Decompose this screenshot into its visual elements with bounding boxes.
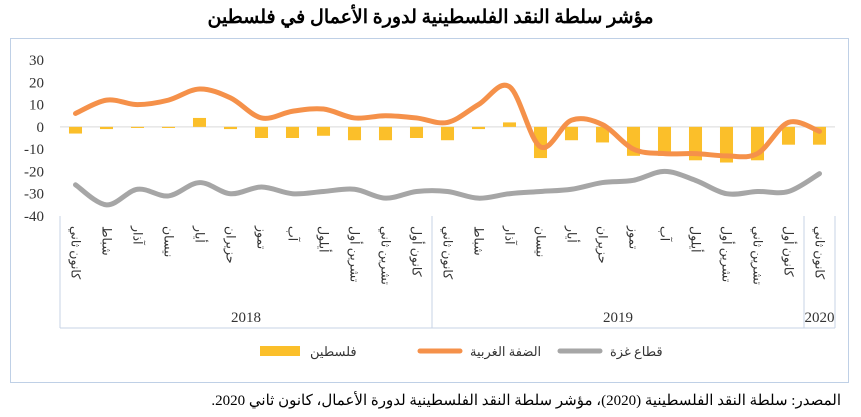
x-tick-label: كانون أول <box>781 226 798 278</box>
x-tick-label: أيلول <box>688 226 705 253</box>
y-tick-label: -20 <box>24 164 44 180</box>
x-tick-label: أيار <box>192 225 209 243</box>
x-tick-label: تشرين ثاني <box>378 226 393 285</box>
x-tick-label: أيار <box>564 225 581 243</box>
x-tick-label: تشرين أول <box>347 226 364 283</box>
legend-label: الضفة الغربية <box>470 344 541 360</box>
bar-palestine <box>285 126 300 138</box>
year-label: 2018 <box>231 310 261 326</box>
x-tick-label: نيسان <box>534 226 548 257</box>
bar-palestine <box>471 126 486 130</box>
y-tick-label: 10 <box>29 98 44 114</box>
line-west-bank <box>73 82 822 160</box>
bar-palestine <box>564 126 579 141</box>
x-tick-label: شباط <box>472 226 486 256</box>
chart-frame <box>10 38 849 383</box>
y-tick-label: -10 <box>24 142 44 158</box>
x-tick-label: تموز <box>626 225 641 250</box>
bar-palestine <box>378 126 393 141</box>
y-tick-label: 0 <box>37 120 45 136</box>
bar-palestine <box>781 126 796 145</box>
x-tick-label: حزيران <box>595 226 610 264</box>
x-tick-label: كانون أول <box>409 226 426 278</box>
y-tick-label: 20 <box>29 75 44 91</box>
bar-palestine <box>347 126 362 141</box>
x-tick-label: شباط <box>100 226 114 256</box>
bar-palestine <box>192 117 207 127</box>
x-tick-label: أيلول <box>316 226 333 253</box>
legend-label: فلسطين <box>310 344 357 360</box>
bar-palestine <box>657 126 672 156</box>
bar-palestine <box>502 122 517 127</box>
y-tick-label: 30 <box>29 53 44 69</box>
x-tick-label: تشرين ثاني <box>750 226 765 285</box>
x-tick-label: آذار <box>130 225 147 246</box>
chart-title: مؤشر سلطة النقد الفلسطينية لدورة الأعمال… <box>207 7 654 28</box>
bar-palestine <box>130 126 145 128</box>
y-tick-label: -40 <box>24 209 44 225</box>
x-tick-label: كانون ثاني <box>68 226 83 280</box>
year-label: 2020 <box>805 310 835 326</box>
x-tick-label: تشرين أول <box>719 226 736 283</box>
bar-palestine <box>161 126 176 128</box>
x-tick-label: آب <box>658 226 674 243</box>
bar-palestine <box>595 126 610 143</box>
source-note: المصدر: سلطة النقد الفلسطينية (2020)، مؤ… <box>211 393 841 409</box>
y-tick-label: -30 <box>24 187 44 203</box>
legend-label: قطاع غزة <box>610 344 663 360</box>
bar-palestine <box>440 126 455 141</box>
bar-palestine <box>533 126 548 159</box>
x-tick-label: حزيران <box>223 226 238 264</box>
bar-palestine <box>254 126 269 138</box>
chart-svg: 30 20 10 0 -10 -20 -30 -40 كانون ثاني شباط آذار نيس… <box>24 53 836 360</box>
legend-swatch <box>260 346 300 356</box>
x-tick-label: نيسان <box>162 226 176 257</box>
x-tick-label: كانون ثاني <box>440 226 455 280</box>
bar-palestine <box>316 126 331 136</box>
bar-palestine <box>223 126 238 130</box>
bar-palestine <box>99 126 114 130</box>
x-tick-label: آب <box>286 226 302 243</box>
bar-palestine <box>68 126 83 134</box>
line-gaza <box>73 168 822 208</box>
bar-palestine <box>409 126 424 138</box>
x-tick-label: آذار <box>502 225 519 246</box>
x-tick-label: كانون ثاني <box>812 226 827 280</box>
year-label: 2019 <box>603 310 633 326</box>
x-tick-label: تموز <box>254 225 269 250</box>
